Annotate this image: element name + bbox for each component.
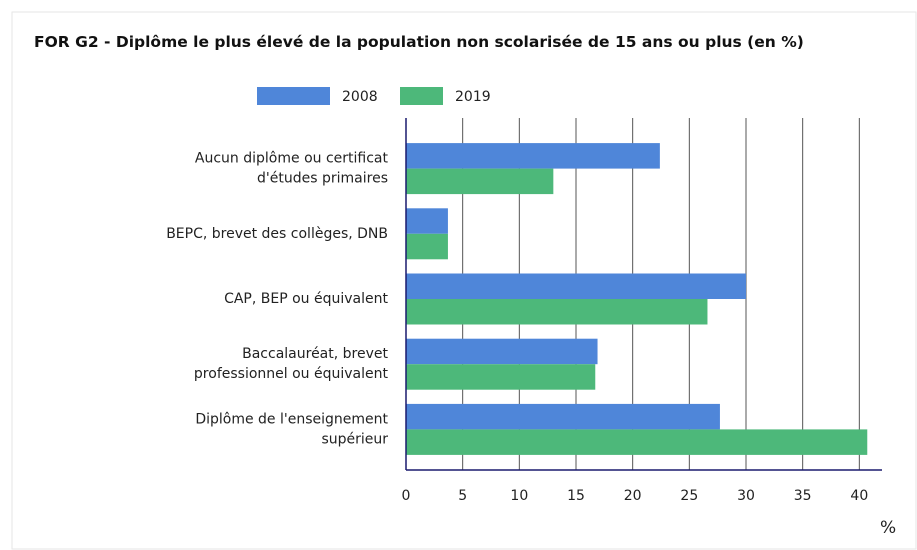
chart-title: FOR G2 - Diplôme le plus élevé de la pop… bbox=[34, 33, 804, 51]
x-tick-label: 20 bbox=[624, 488, 642, 504]
bar bbox=[406, 143, 660, 169]
x-tick-label: 35 bbox=[794, 488, 812, 504]
legend-label: 2008 bbox=[342, 89, 378, 105]
x-tick-label: 5 bbox=[458, 488, 467, 504]
legend-swatch bbox=[257, 87, 330, 105]
bar bbox=[406, 208, 448, 234]
x-tick-label: 0 bbox=[402, 488, 411, 504]
y-tick-label: BEPC, brevet des collèges, DNB bbox=[166, 226, 388, 242]
bar bbox=[406, 338, 598, 365]
legend-label: 2019 bbox=[455, 89, 491, 105]
x-axis-label: % bbox=[880, 518, 896, 538]
legend-swatch bbox=[400, 87, 443, 105]
x-tick-label: 10 bbox=[510, 488, 528, 504]
x-tick-label: 40 bbox=[850, 488, 868, 504]
bar bbox=[406, 364, 596, 390]
bar bbox=[406, 233, 448, 260]
x-tick-label: 30 bbox=[737, 488, 755, 504]
x-tick-label: 25 bbox=[680, 488, 698, 504]
bar bbox=[406, 299, 708, 325]
bar bbox=[406, 273, 746, 299]
bar bbox=[406, 403, 720, 430]
x-tick-label: 15 bbox=[567, 488, 585, 504]
y-tick-label: Aucun diplôme ou certificat d'études prim… bbox=[195, 151, 389, 187]
y-tick-label: Baccalauréat, brevet professionnel ou équ… bbox=[194, 346, 389, 382]
y-tick-label: CAP, BEP ou équivalent bbox=[224, 291, 388, 307]
frame bbox=[11, 11, 917, 550]
bar bbox=[406, 429, 868, 455]
bar bbox=[406, 168, 554, 195]
y-tick-label: Diplôme de l'enseignement supérieur bbox=[195, 411, 388, 447]
